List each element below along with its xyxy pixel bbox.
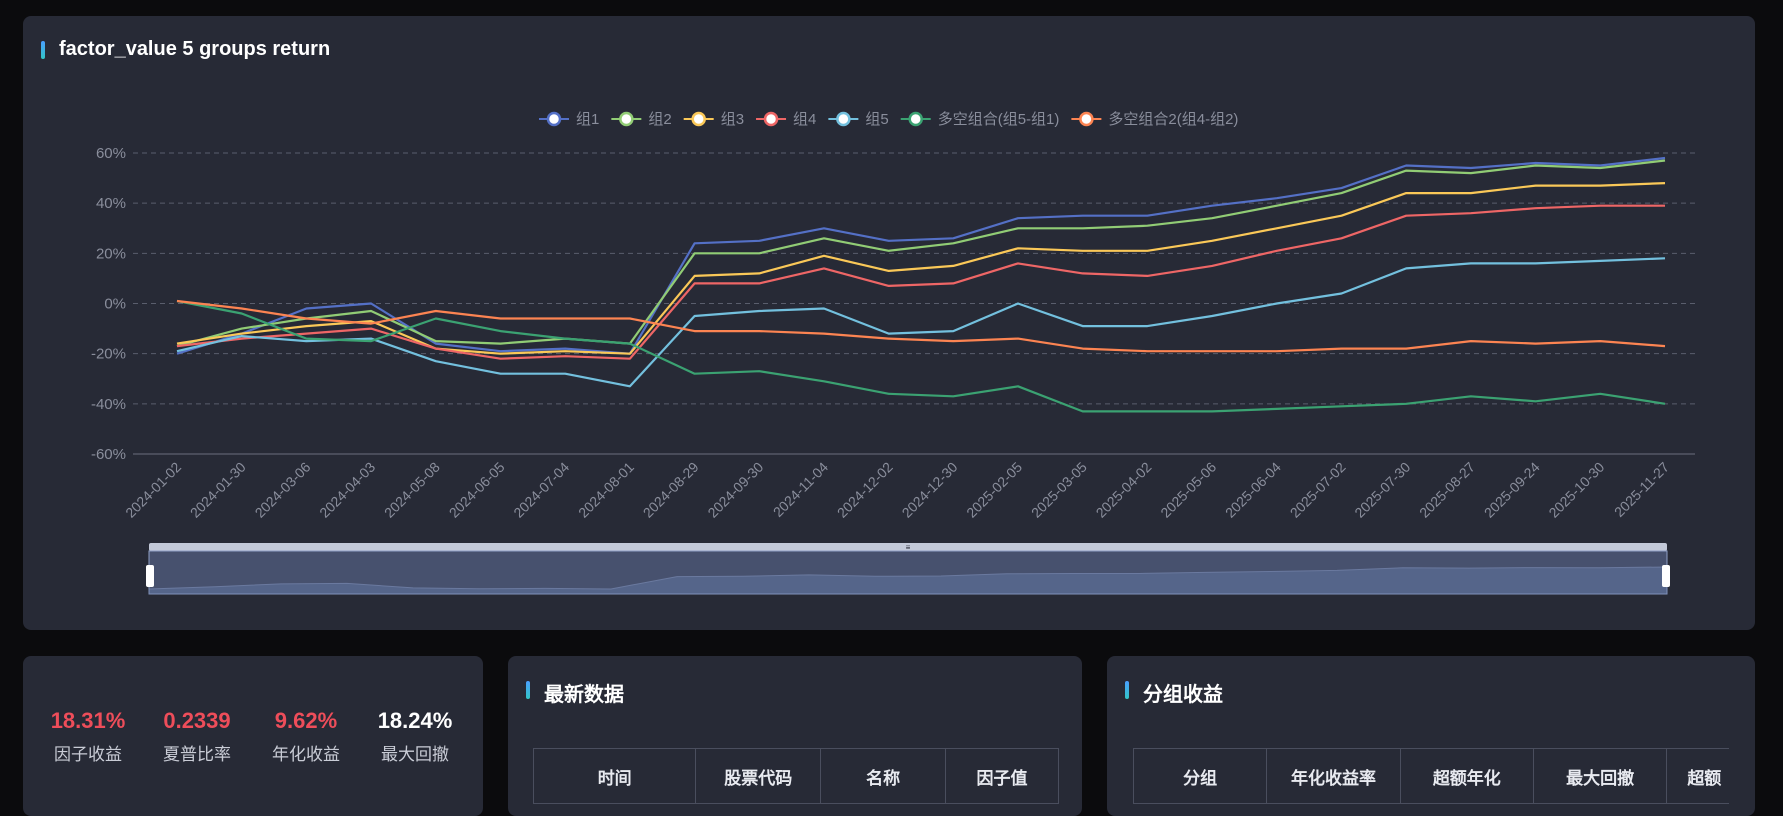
column-header-group[interactable]: 分组 [1133,748,1268,804]
stat-label: 最大回撤 [381,745,449,764]
x-tick-label: 2024-03-06 [252,459,314,521]
stat-value: 9.62% [274,708,338,733]
legend-label: 组4 [793,111,816,128]
legend-label: 多空组合(组5-组1) [938,111,1060,128]
legend-label: 多空组合2(组4-组2) [1108,111,1238,128]
stat-value: 0.2339 [163,708,231,733]
stat-label: 因子收益 [54,745,122,764]
latest-data-table: 时间 股票代码 名称 因子值 [532,748,1059,804]
legend-item[interactable]: 组4 [756,111,816,128]
legend-label: 组2 [648,111,671,128]
series-line [176,159,1666,348]
series-line [176,182,1666,355]
legend-marker [619,111,634,127]
x-tick-label: 2024-09-30 [704,459,766,521]
column-header-excess[interactable]: 超额 [1666,748,1729,804]
group-return-panel: 分组收益 分组 年化收益率 超额年化 最大回撤 超额 [1107,656,1755,816]
x-tick-label: 2025-05-06 [1157,459,1219,521]
stat-label: 夏普比率 [163,745,231,764]
column-header-name[interactable]: 名称 [820,748,947,804]
y-tick-label: -20% [91,346,126,363]
group-return-title: 分组收益 [1125,678,1223,707]
latest-data-panel: 最新数据 时间 股票代码 名称 因子值 [508,656,1082,816]
x-tick-label: 2024-06-05 [446,459,508,521]
legend-item[interactable]: 多空组合(组5-组1) [900,111,1060,128]
datazoom-left-handle[interactable] [146,565,154,587]
stats-panel: 18.31% 因子收益 0.2339 夏普比率 9.62% 年化收益 18.24… [23,656,483,816]
x-tick-label: 2024-12-30 [899,459,961,521]
x-tick-label: 2025-04-02 [1093,459,1155,521]
legend-label: 组5 [865,111,888,128]
stat-factor-return: 18.31% 因子收益 [38,708,138,765]
stat-value: 18.31% [50,708,126,733]
y-tick-label: 0% [104,296,126,313]
stat-value: 18.24% [377,708,453,733]
column-header-factor-value[interactable]: 因子值 [945,748,1059,804]
series-line [176,299,1666,413]
column-header-annual-return[interactable]: 年化收益率 [1266,748,1401,804]
x-tick-label: 2025-02-05 [963,459,1025,521]
legend-label: 组3 [721,111,744,128]
legend-label: 组1 [576,111,599,128]
x-tick-label: 2024-12-02 [834,459,896,521]
table-header-row: 分组 年化收益率 超额年化 最大回撤 超额 [1133,748,1729,804]
series-line [176,204,1665,360]
x-tick-label: 2025-09-24 [1481,459,1543,521]
chart-panel: 60% 40% 20% 0% -20% -40% -60% 2024-01-02 2024-01… [23,16,1755,630]
y-tick-label: 60% [96,145,126,162]
y-tick-label: -60% [91,446,126,463]
series-line [176,299,1666,353]
line-chart: 60% 40% 20% 0% -20% -40% -60%2024-01-02 2024-01… [91,111,1695,595]
column-header-excess-annual[interactable]: 超额年化 [1399,748,1534,804]
datazoom-preview-area [148,566,1668,595]
x-tick-label: 2024-11-04 [770,459,831,520]
datazoom-handle-bar [149,543,1667,551]
legend-marker [763,111,779,127]
legend-item[interactable]: 多空组合2(组4-组2) [1071,111,1238,128]
column-header-code[interactable]: 股票代码 [695,748,822,804]
legend-marker [908,111,923,127]
legend-item[interactable]: 组3 [683,111,744,128]
legend-marker [1079,111,1094,127]
y-tick-label: 20% [96,245,126,262]
datazoom-grip-icon: ≡ [906,543,911,552]
group-table-scroll[interactable]: 分组 年化收益率 超额年化 最大回撤 超额 [1133,656,1729,816]
group-return-table: 分组 年化收益率 超额年化 最大回撤 超额 [1133,748,1729,804]
stat-label: 年化收益 [272,745,340,764]
column-header-time[interactable]: 时间 [532,748,697,804]
x-tick-label: 2024-01-02 [122,459,184,521]
stat-max-drawdown: 18.24% 最大回撤 [365,708,465,765]
legend-item[interactable]: 组5 [828,111,889,128]
stat-annual-return: 9.62% 年化收益 [256,708,356,765]
legend-marker [836,111,851,127]
y-tick-label: -40% [91,396,126,413]
x-tick-label: 2025-10-30 [1545,459,1607,521]
x-tick-label: 2025-07-30 [1351,459,1413,521]
legend-marker [691,111,706,127]
x-tick-label: 2024-08-01 [575,459,637,521]
x-tick-label: 2025-11-27 [1611,459,1672,520]
x-tick-label: 2025-07-02 [1287,459,1349,521]
y-tick-label: 40% [96,195,126,212]
x-tick-label: 2024-01-30 [187,459,249,521]
x-tick-label: 2025-08-27 [1416,459,1478,521]
datazoom-right-handle[interactable] [1662,565,1670,587]
x-tick-label: 2025-03-05 [1028,459,1090,521]
x-tick-label: 2024-08-29 [640,459,702,521]
x-tick-label: 2024-07-04 [510,459,572,521]
legend-marker [546,111,562,127]
column-header-max-drawdown[interactable]: 最大回撤 [1532,748,1668,804]
x-tick-label: 2024-05-08 [381,459,443,521]
series-line [176,257,1666,388]
chart-title: factor_value 5 groups return [41,38,330,61]
table-header-row: 时间 股票代码 名称 因子值 [532,748,1059,804]
stat-sharpe: 0.2339 夏普比率 [147,708,247,765]
x-tick-label: 2024-04-03 [316,459,378,521]
legend-item[interactable]: 组2 [611,111,672,128]
legend-item[interactable]: 组1 [539,111,599,128]
latest-data-title: 最新数据 [526,678,624,707]
x-tick-label: 2025-06-04 [1222,459,1284,521]
